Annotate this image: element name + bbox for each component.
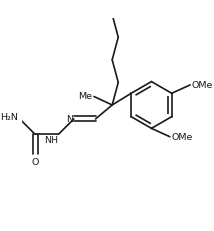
Text: O: O	[31, 157, 39, 166]
Text: H₂N: H₂N	[0, 113, 18, 122]
Text: Me: Me	[78, 92, 92, 101]
Text: OMe: OMe	[192, 81, 213, 90]
Text: OMe: OMe	[171, 133, 193, 142]
Text: N: N	[66, 115, 73, 124]
Text: NH: NH	[44, 136, 58, 145]
